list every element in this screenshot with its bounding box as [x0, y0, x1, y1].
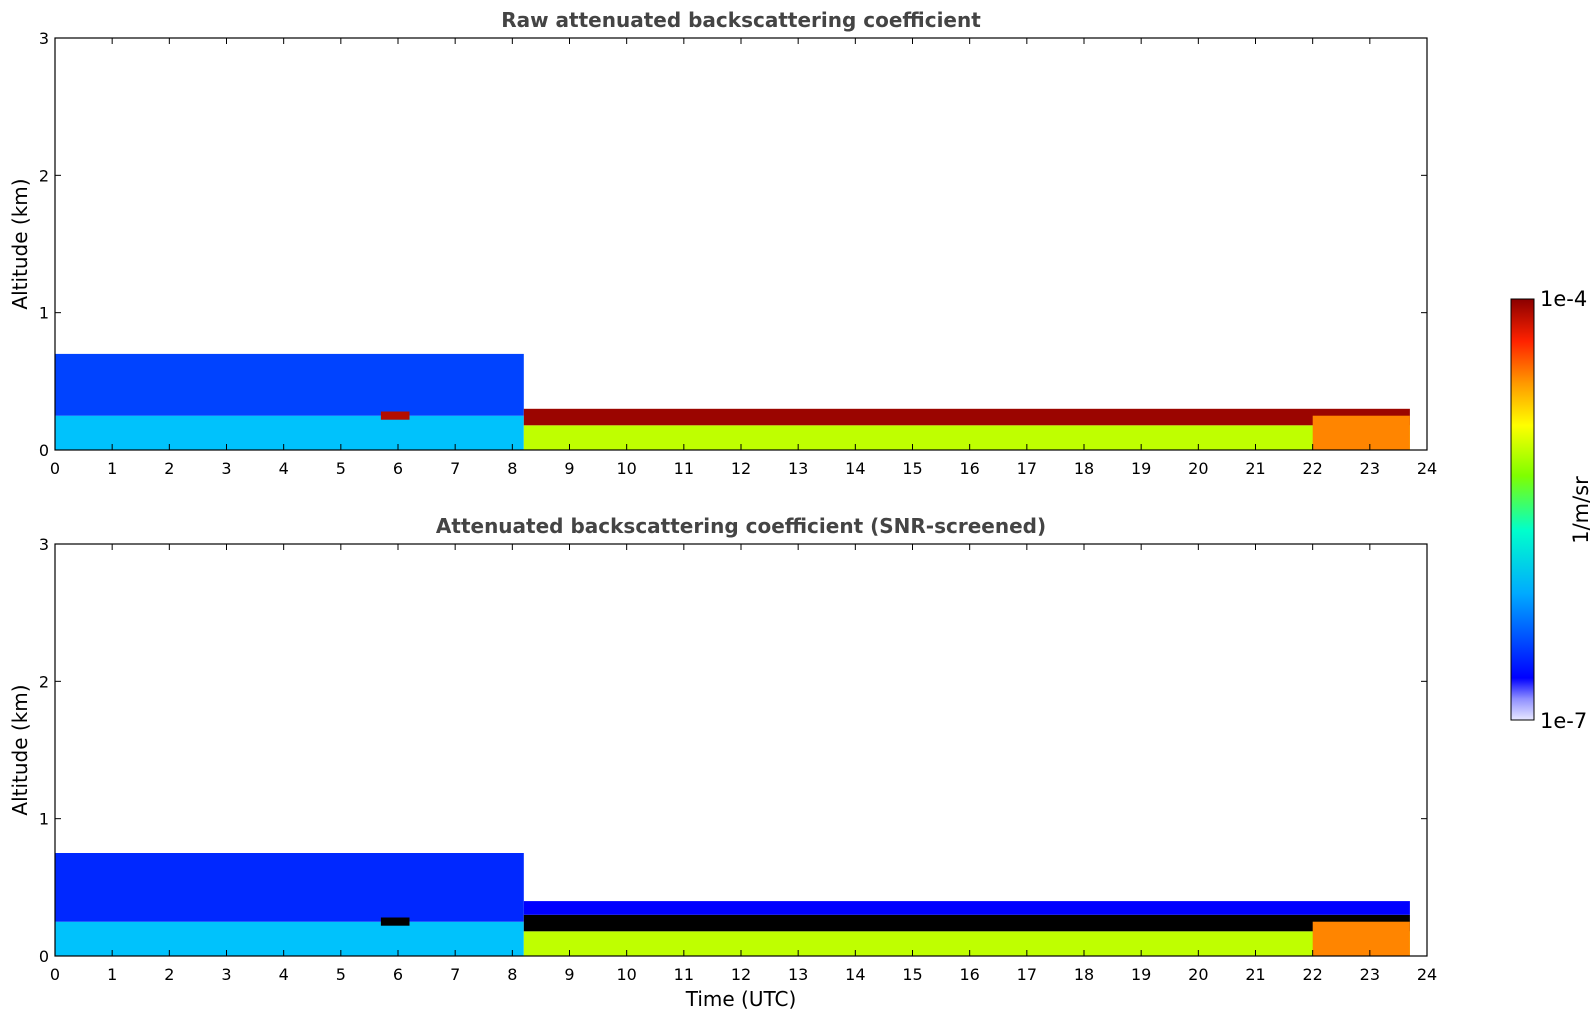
x-tick-label: 8: [507, 459, 517, 478]
x-axis-ticks: 0 1 2 3 4 5 6 7 8 9 10 11 12 13 14 15 16 17 18 19 20 21 22 23 24: [50, 544, 1437, 984]
x-tick-label: 18: [1074, 459, 1094, 478]
heatmap-area: [55, 853, 1410, 956]
x-tick-label: 22: [1302, 459, 1322, 478]
x-tick-label: 11: [674, 965, 694, 984]
x-tick-label: 6: [393, 965, 403, 984]
y-tick-label: 0: [39, 947, 49, 966]
x-tick-label: 7: [450, 965, 460, 984]
x-tick-label: 0: [50, 965, 60, 984]
heatmap-layer-0: [55, 921, 524, 956]
x-tick-label: 20: [1188, 459, 1208, 478]
y-tick-label: 1: [39, 810, 49, 829]
x-tick-label: 12: [731, 459, 751, 478]
colorbar-unit-label: 1/m/sr: [1569, 476, 1593, 544]
x-tick-label: 1: [107, 965, 117, 984]
y-tick-label: 3: [39, 29, 49, 48]
x-tick-label: 2: [164, 459, 174, 478]
x-tick-label: 21: [1245, 965, 1265, 984]
heatmap-layer-0: [55, 415, 524, 450]
x-tick-label: 12: [731, 965, 751, 984]
x-tick-label: 24: [1417, 965, 1437, 984]
heatmap-layer-3: [523, 931, 1410, 956]
y-tick-label: 3: [39, 535, 49, 554]
heatmap-layer-2: [380, 917, 410, 926]
x-tick-label: 8: [507, 965, 517, 984]
x-axis-ticks: 0 1 2 3 4 5 6 7 8 9 10 11 12 13 14 15 16 17 18 19 20 21 22 23 24: [50, 38, 1437, 478]
chart-title: Raw attenuated backscattering coefficien…: [501, 8, 981, 32]
y-tick-label: 2: [39, 672, 49, 691]
x-tick-label: 10: [616, 459, 636, 478]
x-tick-label: 2: [164, 965, 174, 984]
x-tick-label: 9: [564, 965, 574, 984]
y-tick-label: 0: [39, 441, 49, 460]
colorbar-min-label: 1e-7: [1540, 709, 1587, 733]
colorbar-max-label: 1e-4: [1540, 287, 1587, 311]
x-tick-label: 4: [279, 965, 289, 984]
x-axis-label: Time (UTC): [685, 987, 797, 1011]
x-tick-label: 20: [1188, 965, 1208, 984]
x-tick-label: 18: [1074, 965, 1094, 984]
x-tick-label: 13: [788, 965, 808, 984]
x-tick-label: 23: [1360, 965, 1380, 984]
heatmap-layer-1: [55, 853, 524, 922]
heatmap-layer-2: [380, 411, 410, 420]
raw-backscatter-panel: Raw attenuated backscattering coefficien…: [8, 8, 1437, 478]
snr-screened-backscatter-panel: Attenuated backscattering coefficient (S…: [8, 514, 1437, 1011]
heatmap-layer-6: [1312, 921, 1410, 956]
x-tick-label: 4: [279, 459, 289, 478]
heatmap-layer-4: [523, 408, 1410, 426]
x-tick-label: 24: [1417, 459, 1437, 478]
heatmap-layer-3: [523, 425, 1410, 450]
x-tick-label: 15: [902, 965, 922, 984]
x-tick-label: 17: [1017, 459, 1037, 478]
x-tick-label: 13: [788, 459, 808, 478]
x-tick-label: 6: [393, 459, 403, 478]
y-tick-label: 1: [39, 304, 49, 323]
x-tick-label: 23: [1360, 459, 1380, 478]
x-tick-label: 3: [221, 459, 231, 478]
heatmap-layer-4: [523, 914, 1410, 932]
chart-title: Attenuated backscattering coefficient (S…: [436, 514, 1046, 538]
y-tick-label: 2: [39, 166, 49, 185]
x-tick-label: 5: [336, 965, 346, 984]
x-tick-label: 16: [959, 965, 979, 984]
x-tick-label: 19: [1131, 459, 1151, 478]
heatmap-layer-5: [523, 901, 1410, 915]
x-tick-label: 16: [959, 459, 979, 478]
x-tick-label: 5: [336, 459, 346, 478]
x-tick-label: 14: [845, 965, 865, 984]
heatmap-layer-1: [55, 353, 524, 416]
x-tick-label: 14: [845, 459, 865, 478]
x-tick-label: 3: [221, 965, 231, 984]
x-tick-label: 0: [50, 459, 60, 478]
colorbar: 1e-4 1e-7 1/m/sr: [1510, 287, 1593, 733]
y-axis-label: Altitude (km): [8, 178, 32, 309]
y-axis-ticks: 0 1 2 3: [39, 535, 1427, 966]
y-axis-ticks: 0 1 2 3: [39, 29, 1427, 460]
heatmap-area: [55, 353, 1410, 450]
x-tick-label: 10: [616, 965, 636, 984]
x-tick-label: 9: [564, 459, 574, 478]
x-tick-label: 21: [1245, 459, 1265, 478]
heatmap-layer-5: [1312, 415, 1410, 450]
x-tick-label: 11: [674, 459, 694, 478]
x-tick-label: 15: [902, 459, 922, 478]
y-axis-label: Altitude (km): [8, 684, 32, 815]
x-tick-label: 7: [450, 459, 460, 478]
colorbar-gradient: [1510, 298, 1535, 721]
x-tick-label: 22: [1302, 965, 1322, 984]
x-tick-label: 1: [107, 459, 117, 478]
x-tick-label: 19: [1131, 965, 1151, 984]
x-tick-label: 17: [1017, 965, 1037, 984]
